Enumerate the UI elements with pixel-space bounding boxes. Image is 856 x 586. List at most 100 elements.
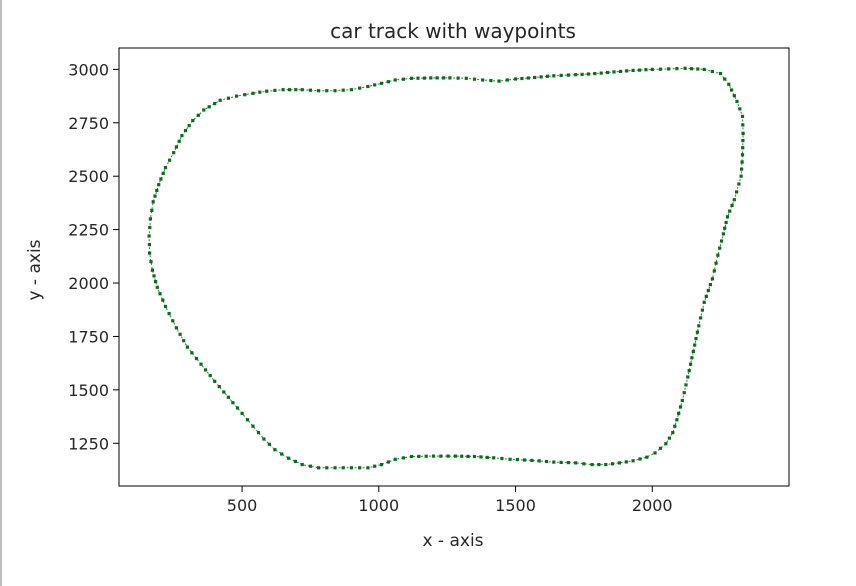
waypoint-marker	[696, 67, 700, 71]
waypoint-marker	[689, 362, 693, 366]
waypoint-marker	[207, 105, 211, 109]
waypoint-marker	[552, 74, 556, 78]
waypoint-marker	[612, 70, 616, 74]
waypoint-marker	[739, 174, 743, 178]
waypoint-marker	[732, 94, 736, 98]
waypoint-marker	[349, 466, 353, 470]
waypoint-marker	[574, 461, 578, 465]
waypoint-marker	[441, 76, 446, 80]
y-tick-label: 1500	[68, 381, 109, 400]
waypoint-marker	[183, 129, 188, 133]
waypoint-marker	[515, 458, 519, 462]
waypoint-marker	[267, 442, 271, 446]
waypoint-marker	[401, 456, 405, 460]
waypoint-marker	[281, 88, 285, 92]
window-edge	[0, 0, 2, 586]
waypoint-marker	[574, 73, 578, 77]
waypoint-marker	[686, 375, 690, 379]
waypoint-marker	[393, 457, 397, 461]
waypoint-marker	[513, 77, 518, 81]
track-series	[147, 66, 745, 470]
waypoint-marker	[453, 454, 457, 458]
waypoint-marker	[358, 86, 362, 90]
waypoint-marker	[653, 451, 657, 455]
waypoint-marker	[708, 283, 712, 287]
waypoint-marker	[526, 76, 530, 80]
waypoint-marker	[358, 466, 362, 470]
waypoint-marker	[218, 98, 222, 102]
waypoint-marker	[735, 99, 739, 103]
waypoint-marker	[497, 79, 501, 83]
waypoint-marker	[148, 217, 152, 221]
waypoint-marker	[226, 395, 230, 399]
waypoint-marker	[492, 456, 496, 460]
chart-title: car track with waypoints	[330, 19, 576, 43]
waypoint-marker	[586, 72, 591, 76]
waypoint-marker	[530, 458, 534, 462]
waypoint-marker	[650, 67, 654, 71]
waypoint-marker	[728, 209, 732, 213]
waypoint-marker	[190, 351, 194, 355]
waypoint-marker	[687, 369, 691, 373]
waypoint-marker	[489, 79, 493, 83]
waypoint-marker	[150, 268, 154, 272]
waypoint-marker	[730, 88, 734, 92]
waypoint-marker	[231, 401, 235, 405]
waypoint-marker	[148, 251, 152, 255]
waypoint-marker	[163, 304, 168, 309]
waypoint-marker	[439, 454, 443, 458]
waypoint-marker	[719, 72, 723, 76]
waypoint-marker	[429, 76, 433, 80]
waypoint-marker	[280, 452, 284, 456]
waypoint-marker	[694, 337, 698, 341]
waypoint-marker	[191, 119, 195, 123]
waypoint-marker	[741, 139, 745, 143]
waypoint-marker	[446, 454, 450, 458]
waypoint-marker	[667, 67, 671, 71]
waypoint-marker	[741, 146, 745, 150]
waypoint-marker	[740, 167, 744, 171]
y-tick-label: 2750	[68, 114, 109, 133]
waypoint-marker	[710, 69, 714, 74]
waypoint-marker	[325, 89, 329, 93]
waypoint-marker	[675, 418, 679, 422]
waypoint-marker	[566, 461, 570, 465]
waypoint-marker	[617, 461, 621, 465]
waypoint-marker	[333, 466, 337, 470]
waypoint-marker	[325, 466, 329, 470]
waypoint-marker	[151, 200, 155, 204]
waypoint-marker	[559, 460, 563, 464]
waypoint-marker	[582, 462, 586, 466]
waypoint-marker	[716, 253, 720, 257]
waypoint-marker	[638, 457, 642, 461]
waypoint-marker	[544, 459, 549, 464]
waypoint-marker	[386, 80, 390, 84]
waypoint-marker	[505, 78, 509, 82]
waypoint-marker	[539, 75, 543, 79]
plot-frame	[118, 47, 790, 487]
waypoint-marker	[287, 456, 291, 460]
waypoint-marker	[187, 124, 191, 128]
waypoint-marker	[202, 108, 206, 112]
waypoint-marker	[741, 123, 745, 127]
waypoint-marker	[645, 455, 649, 459]
waypoint-marker	[481, 78, 485, 82]
waypoint-marker	[417, 454, 421, 458]
waypoint-marker	[702, 300, 706, 304]
waypoint-marker	[213, 379, 217, 383]
waypoint-marker	[147, 234, 151, 238]
waypoint-marker	[294, 88, 298, 92]
waypoint-marker	[702, 67, 706, 71]
waypoint-marker	[366, 84, 370, 89]
waypoint-marker	[226, 96, 230, 100]
waypoint-marker	[161, 298, 165, 302]
waypoint-marker	[690, 356, 694, 360]
waypoint-marker	[256, 431, 261, 435]
waypoint-marker	[710, 277, 714, 281]
waypoint-marker	[466, 454, 470, 458]
waypoint-marker	[740, 114, 745, 118]
waypoint-marker	[251, 91, 255, 95]
waypoint-marker	[618, 69, 622, 73]
waypoint-marker	[699, 316, 703, 320]
